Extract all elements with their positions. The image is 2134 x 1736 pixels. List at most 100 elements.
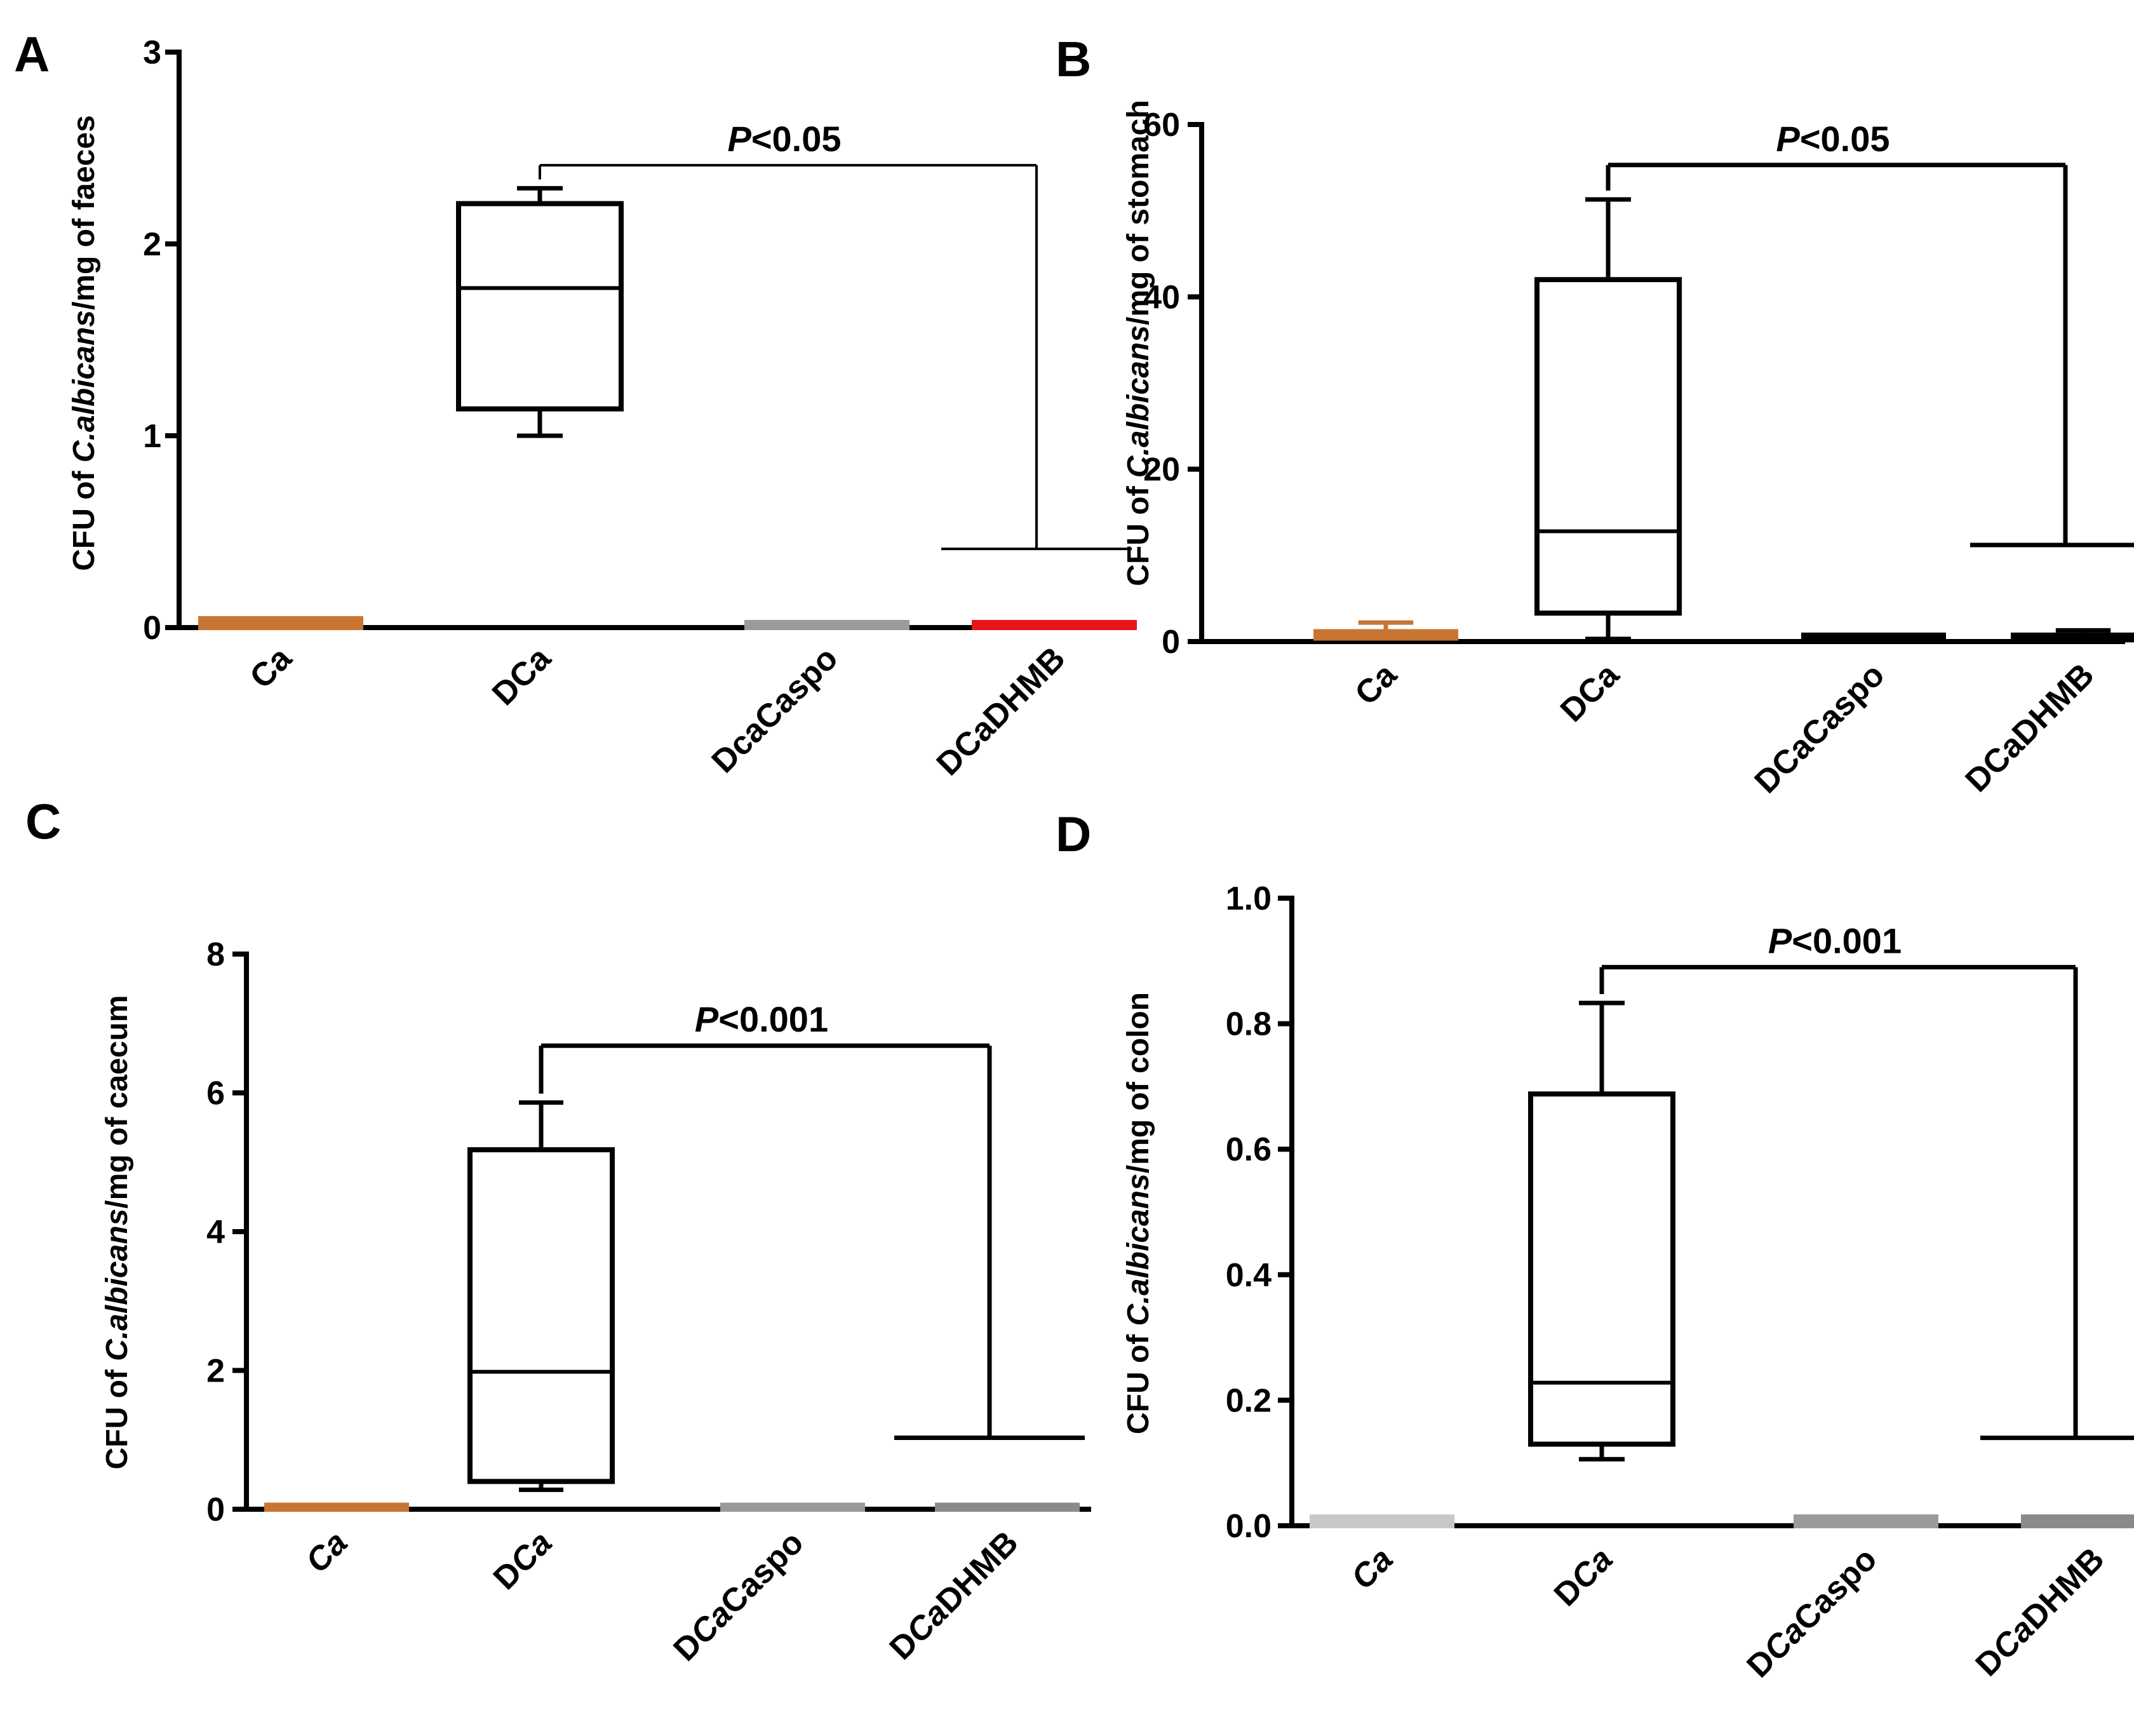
y-axis-label-part: CFU of — [67, 462, 101, 571]
y-tick-label: 0.6 — [1226, 1131, 1272, 1168]
box-dcacaspo — [1802, 634, 1945, 641]
y-tick-label: 4 — [206, 1214, 225, 1251]
significance-bracket: P<0.05 — [540, 119, 1132, 549]
panel-letter: A — [14, 26, 50, 82]
x-tick-label-italic: Ca — [299, 1524, 354, 1580]
box-dcacaspo — [1795, 1516, 1937, 1527]
x-tick-label: Ca — [1348, 656, 1404, 713]
y-tick-label: 6 — [206, 1075, 225, 1112]
box-dcacaspo — [721, 1504, 864, 1511]
x-tick-label: DcaCaspo — [705, 640, 845, 780]
y-tick-label: 0 — [1162, 624, 1180, 661]
box-dcadhmb — [973, 621, 1136, 629]
p-value-text: <0.001 — [1792, 921, 1902, 961]
box-dcadhmb — [2012, 630, 2134, 641]
y-axis-label-species: C.albicans — [67, 310, 101, 462]
box-ca — [1315, 622, 1457, 639]
x-tick-label: DCaDHMB — [930, 640, 1073, 783]
x-tick-label: DCa — [1554, 656, 1627, 729]
box-dcadhmb — [936, 1504, 1078, 1511]
y-axis-label-species: C.albicans — [100, 1209, 134, 1361]
y-axis-label-part: CFU of — [100, 1361, 134, 1470]
p-value-symbol: P — [1776, 119, 1800, 159]
p-value-label: P<0.05 — [727, 119, 841, 159]
p-value-symbol: P — [695, 999, 719, 1039]
y-tick-label: 20 — [1143, 452, 1180, 488]
p-value-text: <0.001 — [718, 999, 828, 1039]
x-tick-label: Ca — [243, 640, 299, 696]
box-dca — [1531, 1003, 1673, 1459]
y-axis-label: CFU of C.albicans/mg of stomach — [1122, 100, 1155, 586]
significance-bracket: P<0.05 — [1608, 119, 2134, 545]
box-dcacaspo — [746, 621, 908, 629]
x-tick-label: DCaCaspo — [1748, 656, 1892, 800]
x-tick-label: DCa — [487, 1524, 560, 1597]
box-body — [470, 1150, 612, 1481]
y-tick-label: 0.8 — [1226, 1006, 1272, 1043]
box-body — [459, 204, 621, 409]
box-dcadhmb — [2022, 1516, 2134, 1527]
p-value-symbol: P — [727, 119, 751, 159]
y-tick-label: 1.0 — [1226, 880, 1272, 917]
y-tick-label: 60 — [1143, 107, 1180, 144]
y-tick-label: 2 — [143, 226, 161, 263]
y-tick-label: 0.4 — [1226, 1257, 1272, 1294]
y-tick-label: 0 — [206, 1491, 225, 1528]
box-body — [1537, 279, 1679, 613]
significance-bracket: P<0.001 — [541, 999, 1085, 1437]
y-tick-label: 40 — [1143, 279, 1180, 316]
x-tick-label: Ca — [1344, 1540, 1400, 1596]
box-dca — [459, 188, 621, 436]
y-tick-label: 0 — [143, 610, 161, 647]
y-axis-label-part: /mg of faeces — [67, 115, 101, 310]
p-value-text: <0.05 — [1800, 119, 1890, 159]
p-value-text: <0.05 — [751, 119, 842, 159]
box-dca — [1537, 199, 1679, 639]
p-value-label: P<0.001 — [1768, 921, 1902, 961]
figure: ACFU of C.albicans/mg of faeces0123Ca DCa… — [0, 0, 2134, 1736]
x-tick-label: DCaDHMB — [1959, 656, 2102, 799]
p-value-symbol: P — [1768, 921, 1792, 961]
x-tick-label: DCaDHMB — [1969, 1540, 2112, 1683]
panel-letter: D — [1056, 806, 1091, 862]
y-axis-label: CFU of C.albicans/mg of caecum — [100, 995, 134, 1470]
x-tick-label-part: Caspo — [1787, 1540, 1884, 1638]
panel-letter: B — [1056, 31, 1091, 87]
box-ca — [199, 617, 362, 629]
box-ca — [1311, 1516, 1453, 1527]
x-tick-label-italic: Ca — [1344, 1540, 1400, 1596]
x-tick-label: Ca — [299, 1524, 354, 1580]
p-value-label: P<0.001 — [695, 999, 828, 1039]
x-tick-label: DCaCaspo — [667, 1524, 811, 1668]
y-axis-label: CFU of C.albicans/mg of faeces — [67, 115, 101, 571]
chart-panel-B: B CFU of C.albicans/mg of stomach 0 20 40 60 C… — [1056, 31, 2134, 800]
y-axis-label-species: C.albicans — [1122, 1173, 1155, 1326]
y-tick-label: 2 — [206, 1353, 225, 1390]
x-tick-label-part: DHMB — [929, 1524, 1025, 1620]
box-body — [1531, 1094, 1673, 1444]
y-tick-label: 8 — [206, 936, 225, 973]
x-tick-label: DCaCaspo — [1740, 1540, 1884, 1685]
y-axis-label-part: /mg of caecum — [100, 995, 134, 1209]
x-tick-label-part: DHMB — [2015, 1540, 2111, 1636]
y-axis-label-part: CFU of — [1122, 1326, 1155, 1434]
y-tick-label: 0.0 — [1226, 1508, 1272, 1545]
y-axis-label: CFU of C.albicans/mg of colon — [1122, 992, 1155, 1434]
chart-panel-A: A CFU of C.albicans/mg of faeces 0 1 2 3 Ca DCa… — [14, 26, 1136, 783]
x-tick-label: DCaDHMB — [883, 1524, 1026, 1667]
y-tick-label: 0.2 — [1226, 1382, 1272, 1419]
y-tick-label: 3 — [143, 34, 161, 71]
box-ca — [265, 1504, 408, 1511]
x-tick-label: DCa — [485, 640, 558, 713]
y-axis-label-part: CFU of — [1122, 478, 1155, 586]
significance-bracket: P<0.001 — [1602, 921, 2134, 1438]
y-axis-label-part: /mg of colon — [1122, 992, 1155, 1173]
box-dca — [470, 1103, 612, 1490]
p-value-label: P<0.05 — [1776, 119, 1889, 159]
chart-panel-D: D CFU of C.albicans/mg of colon 0.0 0.2 0.4 0… — [1056, 806, 2134, 1685]
panel-letter: C — [25, 793, 61, 849]
x-tick-label: DCa — [1547, 1540, 1620, 1613]
y-tick-label: 1 — [143, 418, 161, 455]
x-tick-label-part: Caspo — [713, 1524, 810, 1621]
